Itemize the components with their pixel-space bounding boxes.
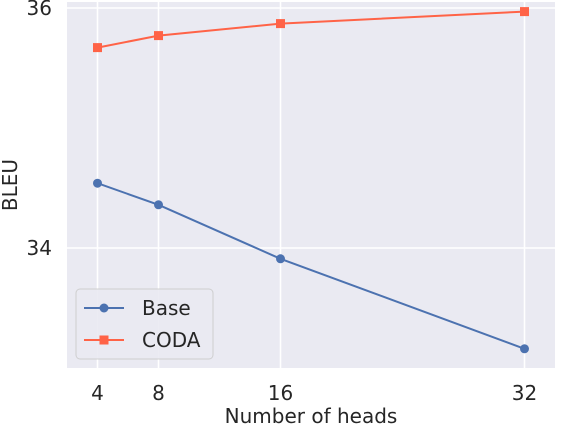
legend: Base CODA	[75, 288, 214, 360]
x-ticks: 4 8 16 32	[91, 381, 537, 405]
y-tick-label: 34	[27, 236, 52, 260]
grid	[67, 2, 555, 368]
y-ticks: 34 36	[27, 0, 52, 260]
x-tick-label: 32	[512, 381, 537, 405]
data-point-coda	[93, 43, 102, 53]
data-point-base	[276, 254, 285, 264]
y-axis-label: BLEU	[0, 159, 22, 211]
data-point-coda	[154, 31, 163, 41]
data-point-base	[154, 200, 163, 210]
legend-box	[75, 288, 214, 360]
series-group	[93, 7, 529, 354]
y-tick-label: 36	[27, 0, 52, 20]
data-point-coda	[520, 7, 529, 17]
legend-label-coda: CODA	[142, 328, 201, 352]
x-tick-label: 8	[152, 381, 165, 405]
legend-label-base: Base	[142, 296, 191, 320]
x-axis-label: Number of heads	[225, 404, 398, 428]
data-point-coda	[276, 19, 285, 29]
legend-marker-coda	[99, 335, 109, 345]
series-line-coda	[97, 10, 525, 49]
data-point-base	[93, 178, 102, 188]
legend-marker-base	[99, 303, 109, 313]
x-tick-label: 16	[268, 381, 293, 405]
data-point-base	[520, 344, 529, 354]
series-line-base	[97, 182, 525, 350]
x-tick-label: 4	[91, 381, 104, 405]
